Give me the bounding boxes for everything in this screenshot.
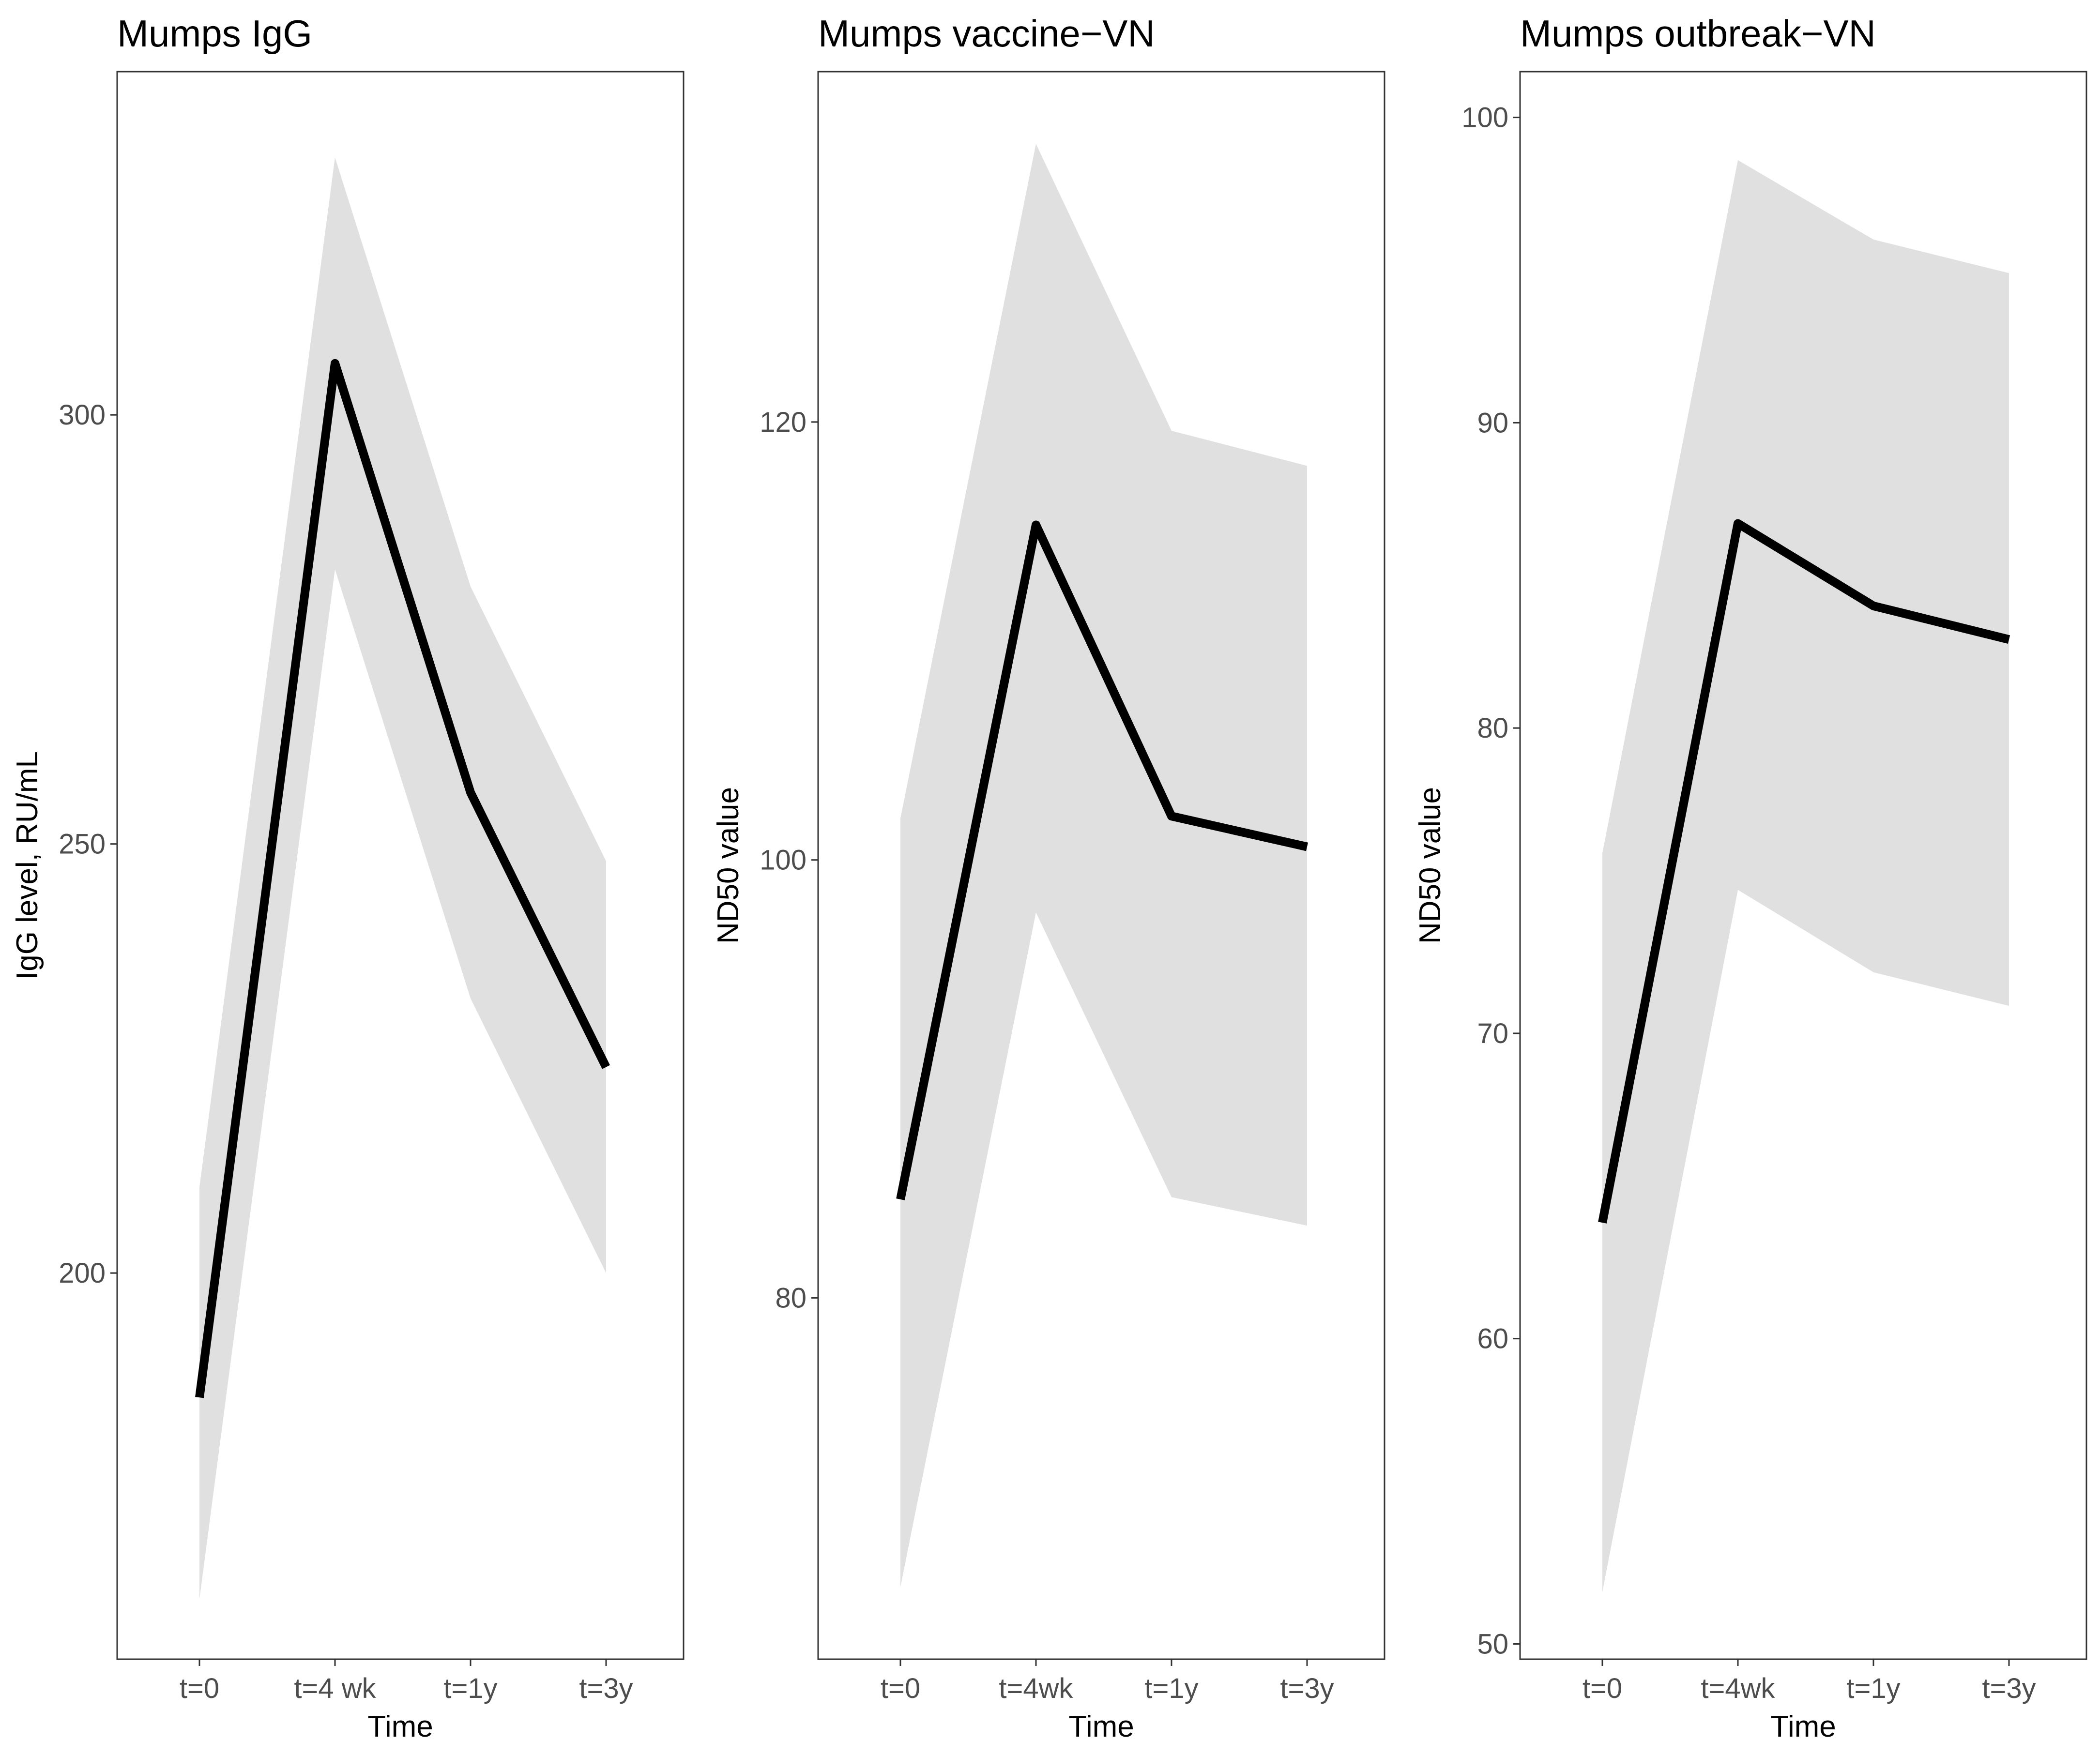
x-tick-label: t=4wk [999,1673,1073,1704]
x-tick-label: t=0 [881,1673,920,1704]
y-tick-label: 200 [59,1257,106,1289]
panel-mumps-igg: Mumps IgG 200 250 300 t=0 t=4 wk t=1y t=3y Ti… [11,12,685,1741]
y-tick-label: 70 [1477,1018,1508,1049]
x-tick-label: t=1y [1846,1673,1900,1704]
panel-title: Mumps vaccine−VN [818,12,1155,55]
confidence-band [900,144,1307,1587]
y-tick-label: 60 [1477,1323,1508,1355]
x-tick-label: t=1y [443,1673,497,1704]
x-axis-title: Time [1770,1710,1836,1741]
mean-line [195,359,610,1398]
y-axis-title: IgG level, RU/mL [11,751,44,980]
confidence-band [1602,160,2009,1592]
x-axis-title: Time [367,1710,433,1741]
x-tick-label: t=3y [579,1673,633,1704]
y-axis: 200 250 300 [59,399,117,1289]
confidence-band [199,157,606,1599]
panel-title: Mumps IgG [117,12,312,55]
x-tick-label: t=4wk [1701,1673,1775,1704]
y-axis: 80 100 120 [760,407,818,1314]
panel-frame [116,71,685,1660]
mean-line [896,520,1308,1200]
plot-area [1519,71,2087,1660]
panel-mumps-outbreak-vn: Mumps outbreak−VN 50 60 70 80 90 100 t=0 t=4wk… [1414,12,2087,1741]
y-tick-label: 90 [1477,407,1508,439]
x-tick-label: t=4 wk [294,1673,376,1704]
panel-frame [817,71,1385,1660]
y-tick-label: 80 [1477,712,1508,744]
panel-title: Mumps outbreak−VN [1520,12,1876,55]
y-tick-label: 100 [760,845,807,876]
x-axis: t=0 t=4 wk t=1y t=3y [180,1659,633,1704]
x-tick-label: t=0 [180,1673,219,1704]
plot-area [817,71,1385,1660]
y-axis-title: ND50 value [712,787,745,944]
y-axis-title: ND50 value [1414,787,1447,944]
y-tick-label: 300 [59,399,106,431]
x-tick-label: t=3y [1280,1673,1334,1704]
y-tick-label: 250 [59,829,106,860]
mean-line [1598,519,2010,1224]
y-tick-label: 50 [1477,1628,1508,1660]
y-axis: 50 60 70 80 90 100 [1461,102,1520,1660]
y-tick-label: 100 [1461,102,1508,134]
x-tick-label: t=1y [1144,1673,1198,1704]
x-tick-label: t=3y [1982,1673,2036,1704]
x-axis: t=0 t=4wk t=1y t=3y [881,1659,1334,1704]
x-axis: t=0 t=4wk t=1y t=3y [1583,1659,2036,1704]
y-tick-label: 80 [775,1283,807,1314]
x-tick-label: t=0 [1583,1673,1622,1704]
y-tick-label: 120 [760,407,807,438]
plot-area [116,71,685,1660]
x-axis-title: Time [1068,1710,1134,1741]
panel-frame [1519,71,2087,1660]
